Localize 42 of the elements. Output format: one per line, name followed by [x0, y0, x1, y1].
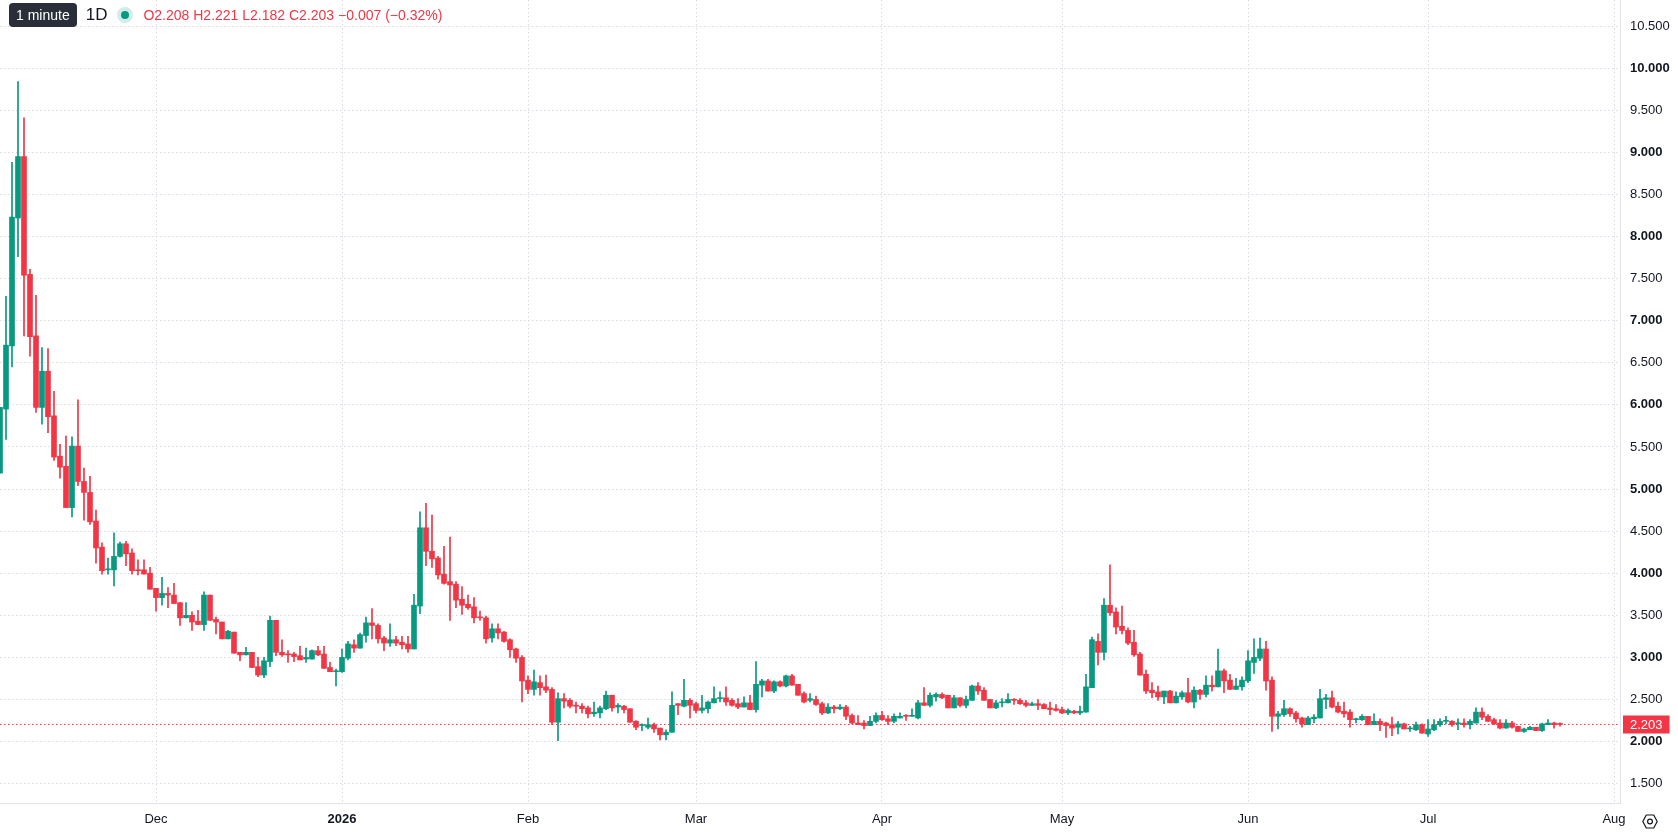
candlestick: [165, 587, 171, 609]
x-tick-label: Mar: [684, 811, 708, 827]
y-tick-label: 4.500: [1630, 522, 1663, 538]
x-tick-label: Jul: [1419, 811, 1437, 827]
x-tick-label: 2026: [327, 811, 357, 827]
candlestick: [387, 623, 393, 647]
x-tick-label: Apr: [871, 811, 893, 827]
candlestick: [615, 703, 621, 714]
y-tick-label: 3.500: [1630, 606, 1663, 622]
x-tick-label: Aug: [1602, 811, 1626, 827]
candlestick: [351, 639, 357, 653]
y-tick-label: 7.000: [1630, 312, 1663, 328]
candlestick: [903, 714, 909, 721]
y-tick-label: 5.500: [1630, 438, 1663, 454]
y-tick-label: 9.500: [1630, 101, 1663, 117]
y-tick-label: 5.000: [1630, 480, 1663, 496]
y-tick-label: 6.000: [1630, 396, 1663, 412]
x-tick-label: Dec: [144, 811, 169, 827]
chart-title: 1D: [85, 5, 108, 25]
candlestick: [675, 703, 681, 715]
y-tick-label: 2.000: [1630, 733, 1663, 749]
annotation: 1 minute: [9, 3, 77, 27]
x-tick-label: May: [1049, 811, 1075, 827]
y-tick-label: 10.000: [1630, 59, 1670, 75]
ref-line-label: 2.203: [1630, 716, 1663, 732]
y-tick-label: 10.500: [1630, 17, 1670, 33]
candlestick: [159, 577, 165, 606]
y-tick-label: 1.500: [1630, 775, 1663, 791]
candlestick: [921, 687, 927, 706]
text: O2.208 H2.221 L2.182 C2.203 −0.007 (−0.32%): [143, 7, 443, 23]
candlestick: [183, 602, 189, 619]
candlestick: [1209, 675, 1215, 692]
y-tick-label: 7.500: [1630, 270, 1663, 286]
y-tick-label: 3.000: [1630, 648, 1663, 664]
y-tick-label: 6.500: [1630, 354, 1663, 370]
y-tick-label: 4.000: [1630, 564, 1663, 580]
y-tick-label: 2.500: [1630, 691, 1663, 707]
x-tick-label: Feb: [516, 811, 540, 827]
x-tick-label: Jun: [1237, 811, 1259, 827]
y-tick-label: 8.500: [1630, 186, 1663, 202]
y-tick-label: 9.000: [1630, 143, 1663, 159]
y-tick-label: 8.000: [1630, 228, 1663, 244]
